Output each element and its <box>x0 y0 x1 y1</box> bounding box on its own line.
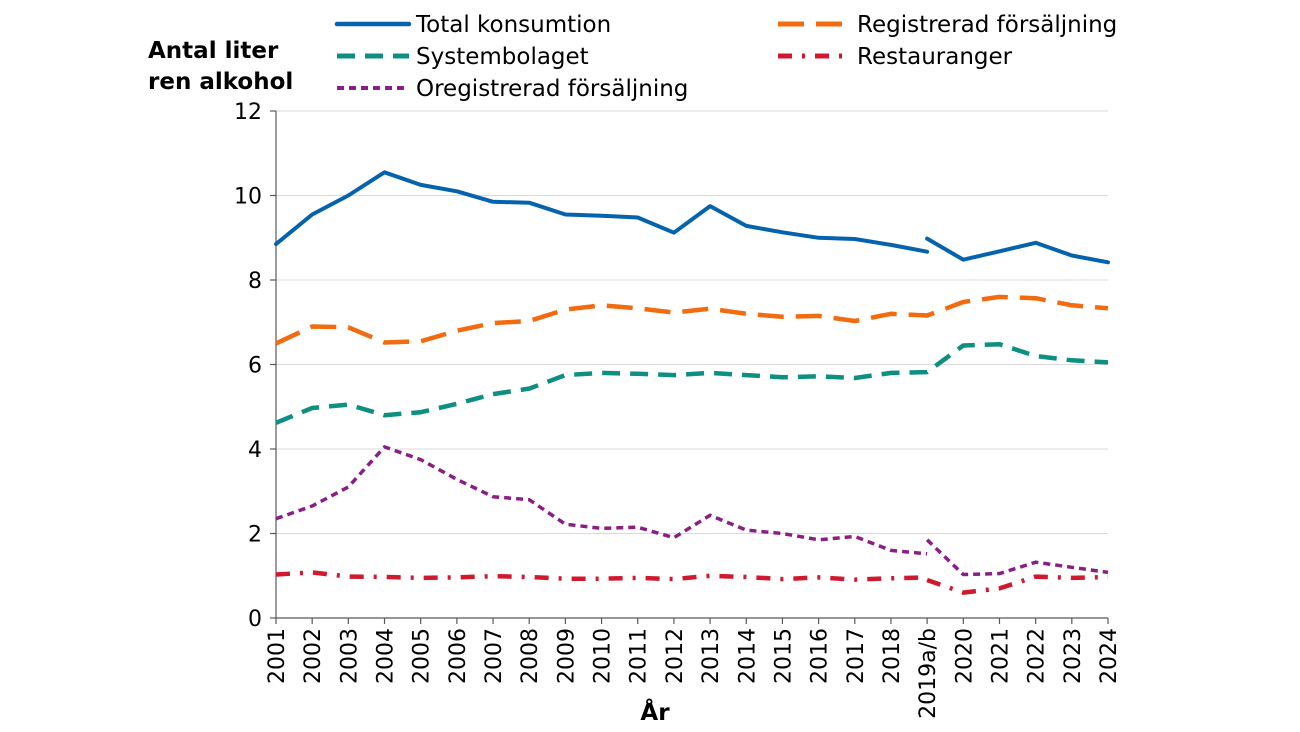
x-tick-label: 2001 <box>265 628 290 684</box>
y-tick-label: 6 <box>248 354 262 379</box>
y-tick-label: 8 <box>248 269 262 294</box>
y-axis-title-line-2: ren alkohol <box>148 69 293 95</box>
x-tick-label: 2021 <box>988 628 1013 684</box>
x-tick-label: 2004 <box>374 628 399 684</box>
legend-label-2: Systembolaget <box>416 44 589 70</box>
x-tick-label: 2023 <box>1061 628 1086 684</box>
y-tick-label: 2 <box>248 523 262 548</box>
x-tick-label: 2010 <box>591 628 616 684</box>
x-tick-label: 2015 <box>771 628 796 684</box>
series-line-0-segment-1 <box>925 236 1110 265</box>
x-tick-label: 2024 <box>1097 628 1122 684</box>
x-tick-label: 2011 <box>627 628 652 684</box>
x-tick-label: 2014 <box>735 628 760 684</box>
x-tick-label: 2017 <box>844 628 869 684</box>
y-tick-label: 12 <box>234 100 262 125</box>
x-tick-label: 2012 <box>663 628 688 684</box>
y-tick-label: 10 <box>234 185 262 210</box>
series-line-0-segment-0 <box>274 170 930 254</box>
x-tick-labels: 2001 2002 2003 2004 2005 2006 2007 2008 2009 2010… <box>265 628 1122 719</box>
legend-label-0: Total konsumtion <box>415 12 611 38</box>
series-line-3-segment-0 <box>275 570 928 582</box>
y-axis-title-line-1: Antal liter <box>148 38 279 64</box>
x-tick-label: 2005 <box>410 628 435 684</box>
x-tick-label: 2019a/b <box>916 628 941 719</box>
series-line-2-segment-0 <box>275 341 1109 425</box>
grid-lines <box>276 110 1108 534</box>
x-tick-label: 2006 <box>446 628 471 684</box>
y-tick-labels: 0 2 4 6 8 10 12 <box>234 100 262 632</box>
x-tick-label: 2009 <box>554 628 579 684</box>
legend-label-3: Restauranger <box>857 44 1013 70</box>
x-tick-label: 2013 <box>699 628 724 684</box>
legend: Total konsumtion Registrerad försäljning S… <box>334 12 1117 102</box>
x-axis-title: År <box>640 698 670 726</box>
x-tick-label: 2007 <box>482 628 507 684</box>
x-tick-label: 2002 <box>301 628 326 684</box>
series-line-4-segment-0 <box>275 445 928 556</box>
legend-label-4: Oregistrerad försäljning <box>416 76 688 102</box>
series-line-1-segment-0 <box>275 294 1109 346</box>
series-line-3-segment-1 <box>926 574 1109 595</box>
legend-label-1: Registrerad försäljning <box>857 12 1117 38</box>
series-line-4-segment-1 <box>925 538 1109 577</box>
axes <box>270 110 1109 624</box>
y-tick-label: 4 <box>248 438 262 463</box>
x-tick-label: 2003 <box>337 628 362 684</box>
x-tick-label: 2020 <box>952 628 977 684</box>
x-tick-label: 2022 <box>1025 628 1050 684</box>
x-tick-label: 2016 <box>808 628 833 684</box>
series-lines <box>274 170 1110 595</box>
x-tick-label: 2018 <box>880 628 905 684</box>
y-tick-label: 0 <box>248 607 262 632</box>
x-tick-label: 2008 <box>518 628 543 684</box>
